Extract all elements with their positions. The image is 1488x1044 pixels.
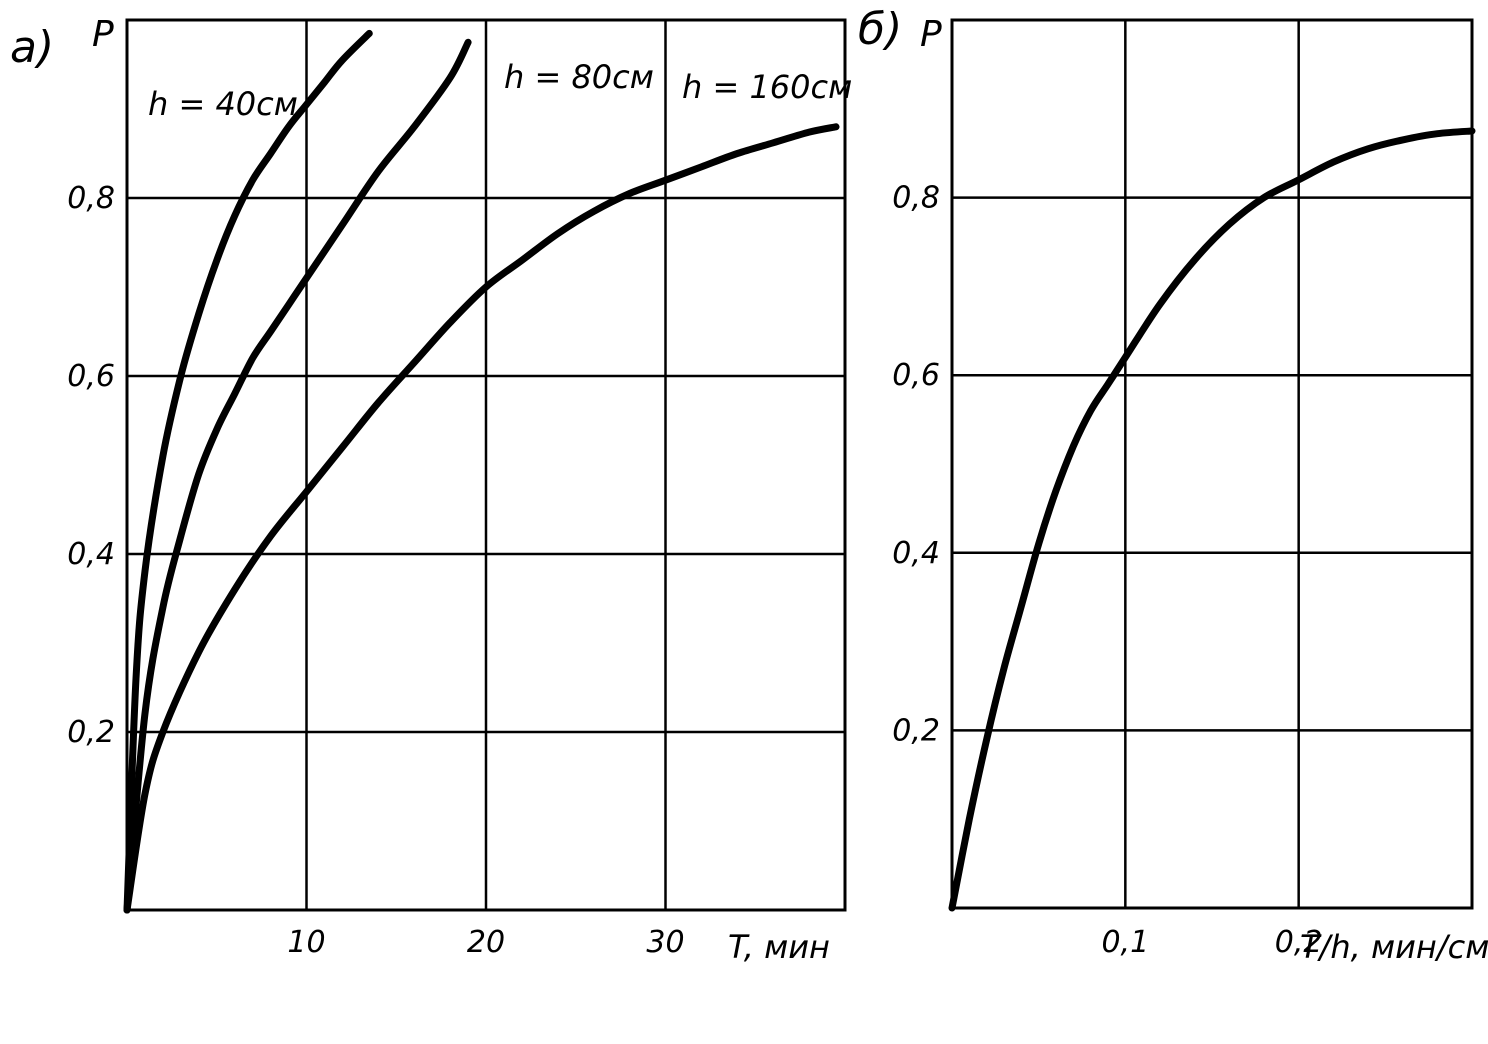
panel-b-y-tick-labels: 0,2 0,4 0,6 0,8	[892, 181, 940, 749]
panel-a-y-tick-label: 0,8	[67, 181, 115, 216]
panel-a-label: a)	[10, 22, 54, 73]
panel-b-y-tick-label: 0,6	[892, 358, 940, 393]
panel-b-x-axis-label: T/h, мин/см	[1300, 928, 1488, 966]
chart-panel-b: б) P 0,2 0,4 0,6 0,8 0,1 0,2 T/h, мин/см	[858, 4, 1488, 966]
panel-a-y-axis-label: P	[92, 14, 114, 55]
panel-b-grid	[952, 20, 1472, 908]
panel-a-x-tick-label: 20	[467, 925, 505, 960]
panel-a-y-tick-label: 0,2	[67, 715, 115, 750]
panel-a-series-line-1	[123, 38, 472, 914]
chart-panel-a: a) P 0,2 0,4 0,6 0,8 10 20 30 T, мин h = 40см…	[10, 14, 852, 966]
panel-b-label: б)	[858, 4, 902, 55]
annotation-h-80: h = 80см	[504, 58, 654, 96]
panel-a-x-tick-label: 30	[646, 925, 684, 960]
panel-b-y-tick-label: 0,2	[892, 713, 940, 748]
panel-a-series-line-0	[123, 29, 373, 914]
panel-a-x-tick-labels: 10 20 30	[287, 925, 684, 960]
panel-b-y-tick-label: 0,8	[892, 181, 940, 216]
panel-a-plot-frame	[125, 18, 847, 912]
panel-b-x-tick-label: 0,2	[1275, 925, 1323, 960]
annotation-h-160: h = 160см	[682, 68, 852, 106]
panel-a-x-axis-label: T, мин	[728, 928, 830, 966]
panel-b-x-tick-label: 0,1	[1101, 925, 1149, 960]
panel-a-x-tick-label: 10	[287, 925, 325, 960]
panel-b-plot-frame	[950, 18, 1474, 910]
panel-b-series-line-0	[948, 127, 1476, 912]
panel-a-y-tick-labels: 0,2 0,4 0,6 0,8	[67, 181, 115, 750]
panel-b-y-tick-label: 0,4	[892, 536, 940, 571]
panel-b-x-tick-labels: 0,1 0,2	[1101, 925, 1322, 960]
panel-b-y-axis-label: P	[920, 14, 942, 55]
panel-a-series-line-2	[123, 123, 840, 914]
panel-a-y-tick-label: 0,4	[67, 537, 115, 572]
panel-b-series	[948, 127, 1476, 912]
annotation-h-40: h = 40см	[148, 85, 298, 123]
panel-a-y-tick-label: 0,6	[67, 359, 115, 394]
panel-a-series	[123, 29, 840, 914]
